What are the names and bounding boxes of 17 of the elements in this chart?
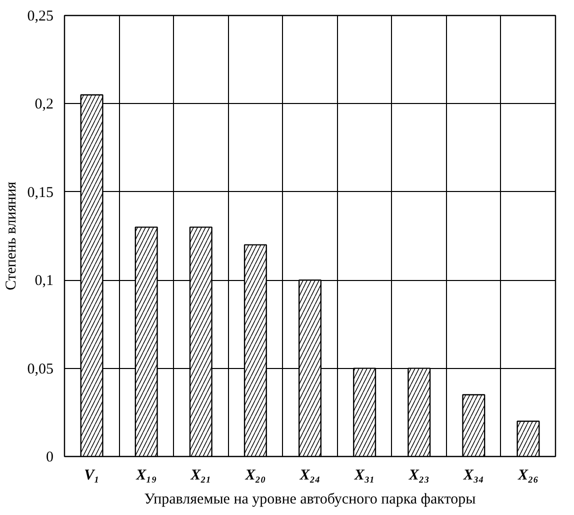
x-tick-label: X₃₄ <box>462 468 484 484</box>
x-tick-label: X₂₆ <box>516 468 538 484</box>
y-tick-label: 0,25 <box>27 8 54 24</box>
x-tick-label: X₂₃ <box>408 468 430 484</box>
y-axis-title: Степень влияния <box>3 182 20 290</box>
x-tick-label: X₂₄ <box>298 468 320 484</box>
y-tick-label: 0,1 <box>34 273 54 290</box>
x-tick-label: X₂₁ <box>190 468 212 484</box>
y-tick-label: 0 <box>46 450 54 466</box>
x-tick-label: X₁₉ <box>135 468 157 484</box>
x-tick-label: V₁ <box>84 468 100 484</box>
x-axis-title: Управляемые на уровне автобусного парка факторы <box>144 492 476 508</box>
x-tick-label: X₂₀ <box>244 468 266 484</box>
x-tick-label: X₃₁ <box>353 468 375 484</box>
y-tick-label: 0,15 <box>27 184 54 201</box>
y-tick-label: 0,2 <box>34 96 54 113</box>
y-tick-label: 0,05 <box>27 361 54 378</box>
